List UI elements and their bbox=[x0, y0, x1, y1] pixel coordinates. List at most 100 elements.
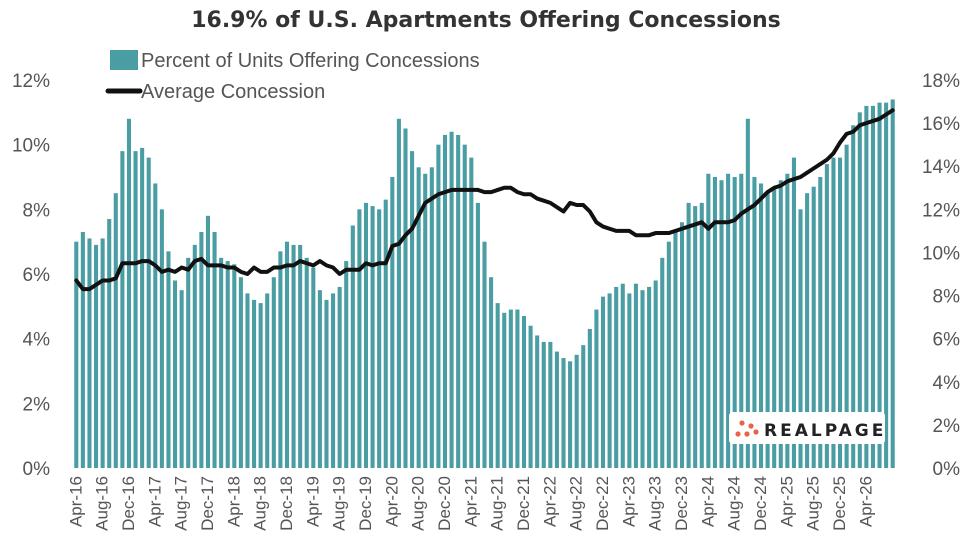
x-axis-tick-label: Apr-26 bbox=[856, 476, 875, 527]
right-axis-tick-label: 6% bbox=[933, 330, 961, 351]
x-axis-tick-label: Apr-16 bbox=[66, 476, 85, 527]
bar bbox=[462, 144, 467, 469]
left-axis-tick-label: 10% bbox=[12, 136, 50, 157]
bar bbox=[416, 167, 421, 469]
bar bbox=[561, 358, 566, 468]
bar bbox=[581, 345, 586, 468]
bar bbox=[429, 167, 434, 469]
bar bbox=[719, 180, 724, 469]
bar bbox=[726, 173, 731, 468]
right-axis-tick-label: 8% bbox=[933, 287, 961, 308]
bar bbox=[673, 231, 678, 468]
bar bbox=[805, 193, 810, 469]
x-axis-tick-label: Aug-17 bbox=[172, 476, 191, 531]
bar bbox=[383, 199, 388, 468]
x-axis-tick-label: Aug-20 bbox=[409, 476, 428, 531]
x-axis-tick-label: Dec-18 bbox=[277, 476, 296, 531]
x-axis-tick-label: Aug-23 bbox=[646, 476, 665, 531]
bar bbox=[304, 257, 309, 468]
bar bbox=[232, 264, 237, 468]
bar bbox=[350, 225, 355, 468]
left-axis-tick-label: 8% bbox=[23, 200, 51, 221]
bar bbox=[199, 231, 204, 468]
legend-label-line: Average Concession bbox=[141, 81, 325, 103]
bar bbox=[403, 128, 408, 468]
bar bbox=[857, 112, 862, 468]
bar bbox=[159, 209, 164, 468]
bar bbox=[284, 241, 290, 468]
bar bbox=[291, 244, 296, 468]
bar bbox=[258, 303, 263, 468]
bar bbox=[587, 328, 592, 468]
bar bbox=[890, 99, 895, 469]
x-axis-tick-label: Apr-21 bbox=[461, 476, 480, 527]
bar bbox=[107, 219, 112, 468]
x-axis-tick-label: Dec-19 bbox=[356, 476, 375, 531]
left-axis-tick-label: 6% bbox=[23, 265, 51, 286]
bar bbox=[390, 177, 395, 468]
bar bbox=[126, 118, 131, 469]
bar bbox=[100, 238, 105, 468]
right-axis-tick-label: 2% bbox=[933, 416, 961, 437]
bar bbox=[568, 361, 573, 468]
bar bbox=[166, 251, 171, 468]
bar-series bbox=[74, 99, 895, 469]
bar bbox=[600, 296, 606, 468]
x-axis-tick-label: Apr-22 bbox=[540, 476, 559, 527]
bar bbox=[489, 277, 494, 468]
x-axis-tick-label: Apr-17 bbox=[145, 476, 164, 527]
x-axis-tick-label: Apr-24 bbox=[698, 476, 717, 527]
bar bbox=[140, 147, 145, 468]
bar bbox=[475, 202, 480, 468]
bar bbox=[357, 209, 362, 468]
bar bbox=[449, 131, 454, 469]
left-axis-tick-label: 0% bbox=[23, 459, 51, 480]
bar bbox=[811, 186, 816, 468]
bar bbox=[554, 351, 559, 468]
bar bbox=[278, 251, 283, 468]
bar bbox=[633, 283, 638, 468]
x-axis-tick-label: Aug-24 bbox=[725, 476, 744, 531]
right-axis-tick-label: 4% bbox=[933, 373, 961, 394]
bar bbox=[245, 293, 250, 468]
chart-title: 16.9% of U.S. Apartments Offering Conces… bbox=[191, 8, 781, 33]
bar bbox=[87, 238, 92, 468]
x-axis-tick-label: Aug-18 bbox=[251, 476, 270, 531]
bar bbox=[252, 299, 257, 468]
bar bbox=[837, 157, 843, 468]
x-axis-tick-label: Aug-25 bbox=[804, 476, 823, 531]
x-axis-tick-label: Dec-20 bbox=[435, 476, 454, 531]
bar bbox=[410, 151, 415, 468]
x-axis-tick-label: Dec-16 bbox=[119, 476, 138, 531]
bar bbox=[508, 309, 513, 468]
right-axis-tick-label: 12% bbox=[922, 200, 960, 221]
right-axis-tick-label: 10% bbox=[922, 243, 960, 264]
bar bbox=[752, 177, 757, 468]
bar bbox=[495, 303, 500, 468]
bar bbox=[153, 183, 158, 468]
bar bbox=[469, 157, 474, 468]
bar bbox=[870, 105, 875, 469]
bar bbox=[370, 206, 375, 468]
bar bbox=[298, 244, 303, 468]
right-axis-tick-label: 0% bbox=[933, 459, 961, 480]
bar bbox=[363, 202, 369, 468]
bar bbox=[785, 173, 790, 468]
bar bbox=[699, 202, 704, 468]
bar bbox=[758, 183, 764, 468]
right-axis-ticks: 0% 2% 4% 6% 8% 10% 12% 14% 16% 18% bbox=[922, 71, 960, 480]
bar bbox=[706, 173, 711, 468]
bar bbox=[173, 280, 178, 468]
bar bbox=[884, 102, 889, 468]
bar bbox=[686, 202, 691, 468]
bar bbox=[541, 341, 546, 468]
bar bbox=[831, 157, 836, 468]
bar bbox=[712, 177, 717, 468]
bar bbox=[877, 102, 882, 468]
left-axis-tick-label: 4% bbox=[23, 330, 51, 351]
legend-swatch-bars bbox=[110, 50, 138, 70]
bar bbox=[620, 283, 625, 468]
bar bbox=[219, 257, 224, 468]
bar bbox=[844, 144, 849, 469]
